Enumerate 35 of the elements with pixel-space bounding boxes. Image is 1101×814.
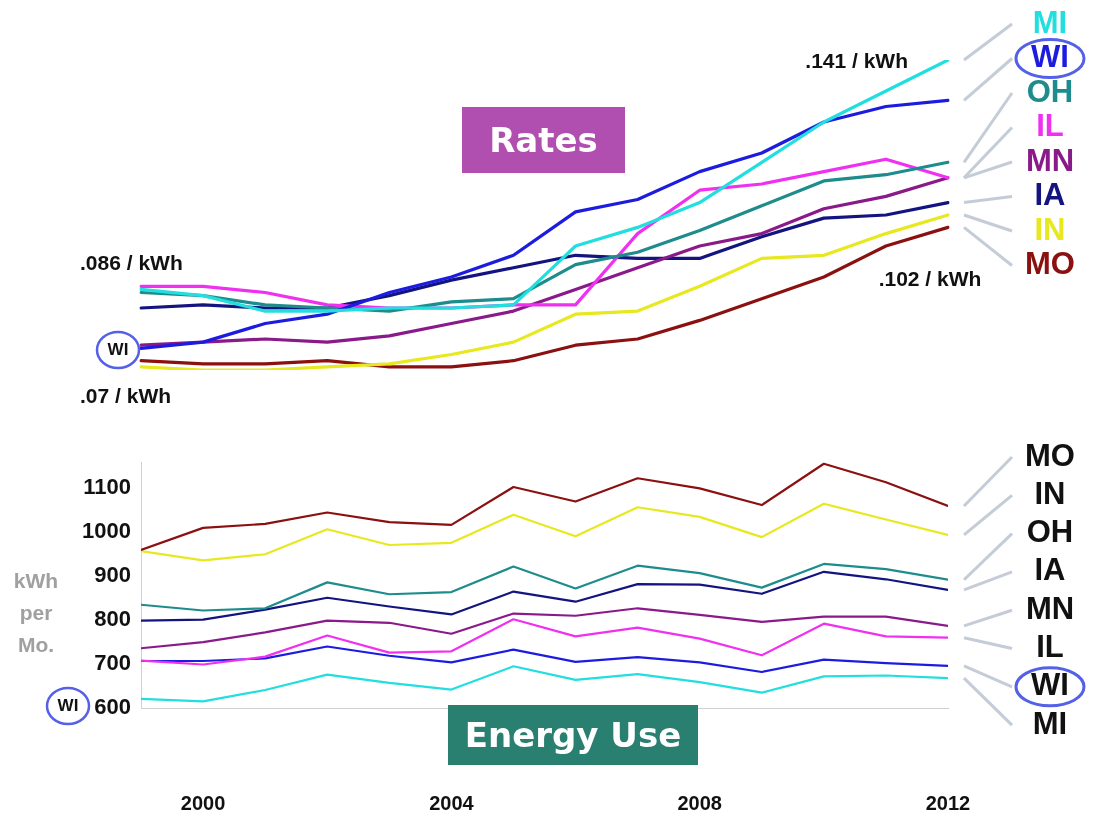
y-axis-title: kWh per Mo.	[12, 568, 60, 658]
text: WI	[57, 695, 79, 715]
text: IL	[1036, 629, 1064, 665]
annotation: .102 / kWh	[878, 266, 982, 290]
text: IA	[1034, 552, 1066, 588]
text: MO	[1025, 246, 1075, 282]
text: MN	[1025, 142, 1075, 178]
x-tick-label: 2000	[180, 791, 226, 814]
text: MI	[1032, 4, 1068, 40]
text: WI	[1031, 39, 1069, 75]
annotation: WI	[107, 339, 129, 359]
y-tick-label: 900	[94, 562, 131, 588]
y-tick-label: 600	[94, 694, 131, 720]
text: Rates	[462, 107, 625, 173]
text: Energy Use	[448, 705, 698, 765]
text: WI	[1031, 667, 1069, 703]
text: MN	[1025, 590, 1075, 626]
y-tick-label: 700	[94, 650, 131, 676]
y-tick-label: 1100	[83, 474, 131, 500]
y-tick-label: 800	[94, 606, 131, 632]
text: IA	[1034, 177, 1066, 213]
text: IN	[1034, 475, 1066, 511]
text: OH	[1026, 73, 1074, 109]
text: IN	[1034, 211, 1066, 247]
text: .07 / kWh	[80, 383, 172, 407]
x-tick-label: 2004	[429, 791, 475, 814]
text: IL	[1036, 108, 1064, 144]
text: OH	[1026, 514, 1074, 550]
annotation: .141 / kWh	[805, 48, 908, 72]
text: MI	[1032, 705, 1068, 741]
text: MO	[1025, 437, 1075, 473]
annotation: .086 / kWh	[80, 250, 183, 274]
x-tick-label: 2008	[677, 791, 722, 814]
x-tick-label: 2012	[925, 791, 971, 814]
y-tick-label: 1000	[82, 518, 131, 544]
